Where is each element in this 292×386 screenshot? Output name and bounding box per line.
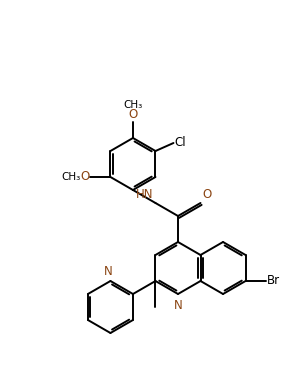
Text: O: O xyxy=(128,108,138,121)
Text: Cl: Cl xyxy=(175,137,186,149)
Text: O: O xyxy=(80,171,89,183)
Text: N: N xyxy=(104,265,113,278)
Text: N: N xyxy=(174,299,182,312)
Text: Br: Br xyxy=(267,274,280,288)
Text: CH₃: CH₃ xyxy=(61,172,81,182)
Text: O: O xyxy=(203,188,212,201)
Text: CH₃: CH₃ xyxy=(123,100,142,110)
Text: HN: HN xyxy=(136,188,154,201)
